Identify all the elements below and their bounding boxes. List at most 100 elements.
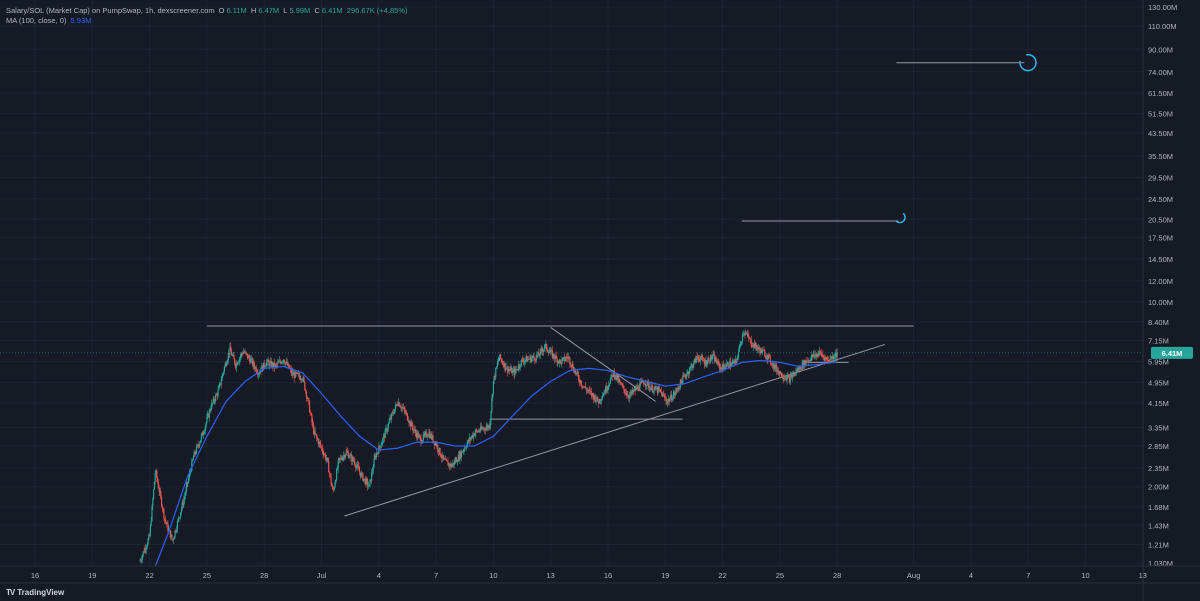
candle-body — [576, 371, 578, 373]
candle-body — [428, 432, 430, 436]
candle-body — [819, 351, 822, 353]
candle-body — [822, 354, 824, 357]
candle-body — [802, 362, 804, 368]
candle-body — [729, 361, 731, 368]
y-tick-label: 130.00M — [1148, 3, 1177, 12]
candle-body — [274, 364, 276, 368]
candle-body — [251, 358, 253, 365]
candle-body — [566, 357, 568, 359]
candle-body — [351, 457, 354, 462]
candle-body — [162, 508, 164, 510]
candle-body — [495, 368, 497, 378]
candle-body — [642, 380, 644, 383]
y-tick-label: 7.15M — [1148, 336, 1169, 345]
candle-body — [628, 395, 631, 399]
candle-body — [724, 367, 726, 370]
candle-body — [509, 369, 511, 371]
candle-body — [210, 409, 212, 411]
candle-body — [370, 479, 372, 482]
candle-body — [227, 353, 229, 360]
candle-body — [655, 386, 657, 390]
tradingview-logo[interactable]: TV TradingView — [6, 588, 64, 597]
candle-body — [392, 412, 394, 414]
candle-body — [780, 372, 782, 375]
candle-body — [722, 364, 724, 371]
candle-body — [651, 385, 653, 389]
candle-body — [676, 388, 678, 390]
candle-body — [787, 375, 789, 377]
candle-body — [633, 388, 635, 391]
candle-body — [718, 363, 721, 369]
candle-body — [187, 482, 189, 483]
candle-body — [546, 344, 548, 350]
candle-body — [792, 374, 795, 376]
candle-body — [288, 363, 290, 369]
candle-body — [623, 386, 625, 390]
candle-body — [671, 399, 674, 401]
candle-body — [308, 401, 311, 413]
candle-body — [548, 351, 550, 353]
candle-body — [433, 441, 436, 445]
candle-body — [718, 360, 720, 364]
candle-body — [271, 362, 273, 367]
candle-body — [432, 435, 434, 442]
candle-body — [796, 369, 799, 372]
candle-body — [327, 457, 329, 462]
candle-body — [240, 353, 242, 357]
candle-body — [527, 358, 530, 360]
candle-body — [235, 362, 237, 368]
candle-body — [342, 457, 344, 460]
legend-ma-label: MA (100, close, 0) — [6, 16, 67, 25]
candle-body — [502, 362, 504, 364]
candle-body — [415, 432, 417, 437]
candle-body — [777, 370, 779, 374]
candle-body — [273, 362, 275, 367]
candle-body — [309, 412, 311, 414]
candle-body — [652, 391, 654, 393]
candle-body — [358, 466, 360, 471]
candle-body — [586, 390, 588, 391]
candle-body — [650, 388, 652, 391]
candle-body — [662, 393, 664, 397]
candle-body — [595, 400, 597, 402]
candle-body — [346, 451, 348, 453]
y-tick-label: 4.95M — [1148, 379, 1169, 388]
candle-body — [189, 471, 191, 474]
candle-body — [468, 437, 471, 442]
x-tick-label: 13 — [547, 571, 555, 580]
candle-body — [254, 367, 257, 369]
candle-body — [266, 359, 268, 363]
candle-body — [793, 372, 795, 376]
candle-body — [445, 459, 448, 461]
candle-body — [577, 371, 579, 376]
candle-body — [578, 379, 580, 383]
x-tick-label: 28 — [260, 571, 268, 580]
candle-body — [261, 365, 263, 372]
candle-body — [583, 386, 585, 388]
candle-body — [148, 534, 150, 540]
candle-body — [640, 381, 643, 383]
candle-body — [600, 400, 602, 402]
candle-body — [577, 375, 580, 380]
x-tick-label: 7 — [434, 571, 438, 580]
candle-body — [316, 435, 318, 438]
candle-body — [702, 360, 705, 361]
candle-body — [488, 425, 490, 429]
candle-body — [760, 348, 762, 354]
candle-body — [468, 440, 470, 442]
candle-body — [784, 377, 786, 379]
candle-body — [786, 376, 788, 381]
candle-body — [709, 362, 711, 364]
candle-body — [725, 366, 727, 368]
candle-body — [381, 442, 383, 446]
candle-body — [202, 432, 204, 436]
candle-body — [675, 388, 678, 392]
candle-body — [267, 359, 269, 363]
candle-body — [278, 360, 280, 363]
candle-body — [820, 352, 822, 355]
candle-body — [277, 362, 280, 363]
candle-body — [696, 356, 698, 358]
candle-body — [319, 441, 321, 444]
